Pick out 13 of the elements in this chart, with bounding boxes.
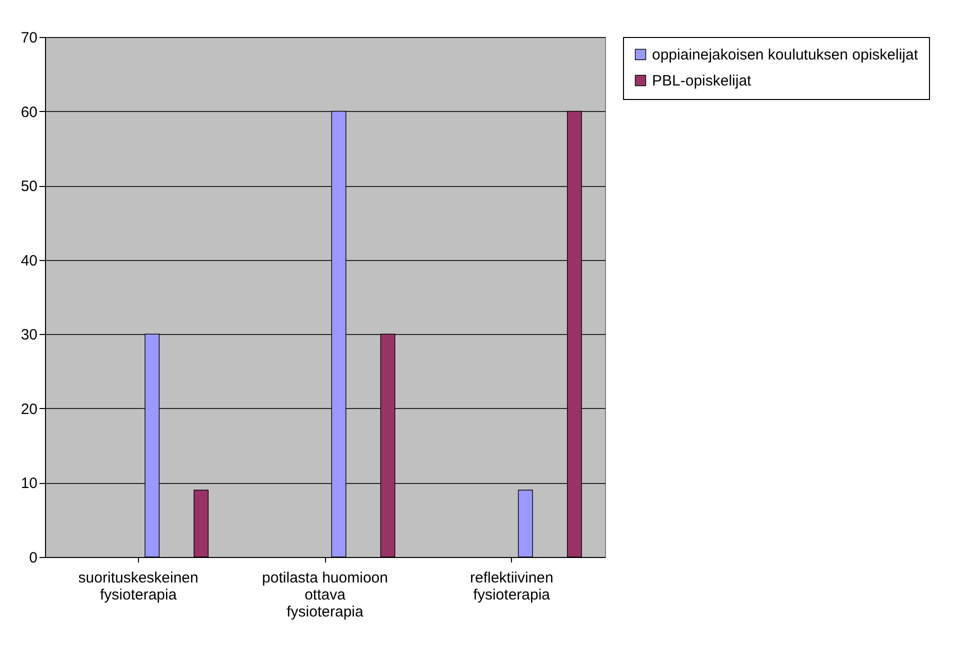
y-tick-label: 70 [20, 30, 38, 46]
x-tick-label: suorituskeskeinen fysioterapia [78, 570, 198, 604]
y-tick-label: 40 [20, 252, 38, 270]
legend-label: oppiainejakoisen koulutuksen opiskelijat [652, 46, 919, 64]
x-tick-label: potilasta huomioon ottava fysioterapia [262, 570, 388, 620]
x-tick-label: reflektiivinen fysioterapia [470, 570, 554, 604]
y-tick-label: 20 [20, 400, 38, 418]
y-tick-label: 60 [20, 104, 38, 121]
y-tick-label: 50 [20, 178, 38, 196]
y-tick-label: 30 [20, 326, 38, 344]
legend-label: PBL-opiskelijat [652, 72, 752, 90]
y-tick-label: 0 [29, 550, 38, 566]
y-tick-label: 10 [20, 475, 38, 492]
